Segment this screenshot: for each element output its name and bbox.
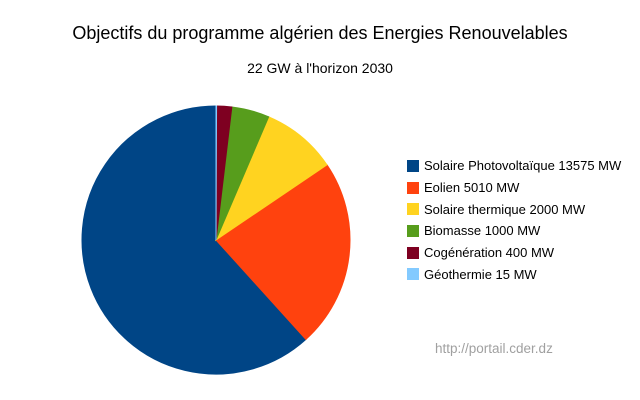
legend-swatch <box>407 246 419 259</box>
source-url: http://portail.cder.dz <box>435 341 553 356</box>
legend-label: Cogénération 400 MW <box>424 245 555 261</box>
legend-swatch <box>407 224 419 237</box>
legend-swatch <box>407 203 419 216</box>
chart-title: Objectifs du programme algérien des Ener… <box>72 23 568 43</box>
pie-slice-geothermie <box>215 105 218 241</box>
legend-item: Eolien 5010 MW <box>407 177 621 199</box>
legend-item: Cogénération 400 MW <box>407 242 621 264</box>
chart-subtitle: 22 GW à l'horizon 2030 <box>247 60 393 76</box>
legend-item: Géothermie 15 MW <box>407 263 621 285</box>
legend-item: Solaire Photovoltaïque 13575 MW <box>407 155 621 177</box>
legend-label: Solaire Photovoltaïque 13575 MW <box>424 158 622 174</box>
legend-swatch <box>407 159 419 172</box>
legend: Solaire Photovoltaïque 13575 MW Eolien 50… <box>407 155 621 285</box>
pie-slice-eolien <box>215 164 351 341</box>
legend-label: Eolien 5010 MW <box>424 180 520 196</box>
legend-swatch <box>407 181 419 194</box>
pie-slice-solaire-photovoltaique <box>81 105 307 375</box>
legend-swatch <box>407 268 419 281</box>
legend-label: Biomasse 1000 MW <box>424 223 541 239</box>
legend-label: Géothermie 15 MW <box>424 266 537 282</box>
legend-item: Biomasse 1000 MW <box>407 220 621 242</box>
legend-item: Solaire thermique 2000 MW <box>407 198 621 220</box>
legend-label: Solaire thermique 2000 MW <box>424 201 586 217</box>
